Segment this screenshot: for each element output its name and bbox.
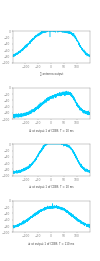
X-axis label: ⓪ antenna output: ⓪ antenna output — [40, 72, 63, 76]
X-axis label: ② at output 1 of CDBS, T = 10 ms: ② at output 1 of CDBS, T = 10 ms — [29, 185, 74, 189]
Y-axis label: dBfs: dBfs — [0, 213, 1, 220]
X-axis label: ① at output 1 of CDBS, T = 10 ms: ① at output 1 of CDBS, T = 10 ms — [29, 129, 74, 133]
X-axis label: ③ at output 1 of CDBS, T = 110 ms: ③ at output 1 of CDBS, T = 110 ms — [28, 242, 74, 246]
Y-axis label: dBfs: dBfs — [0, 100, 1, 107]
Y-axis label: dBfs: dBfs — [0, 44, 1, 50]
Y-axis label: dBfs: dBfs — [0, 157, 1, 163]
